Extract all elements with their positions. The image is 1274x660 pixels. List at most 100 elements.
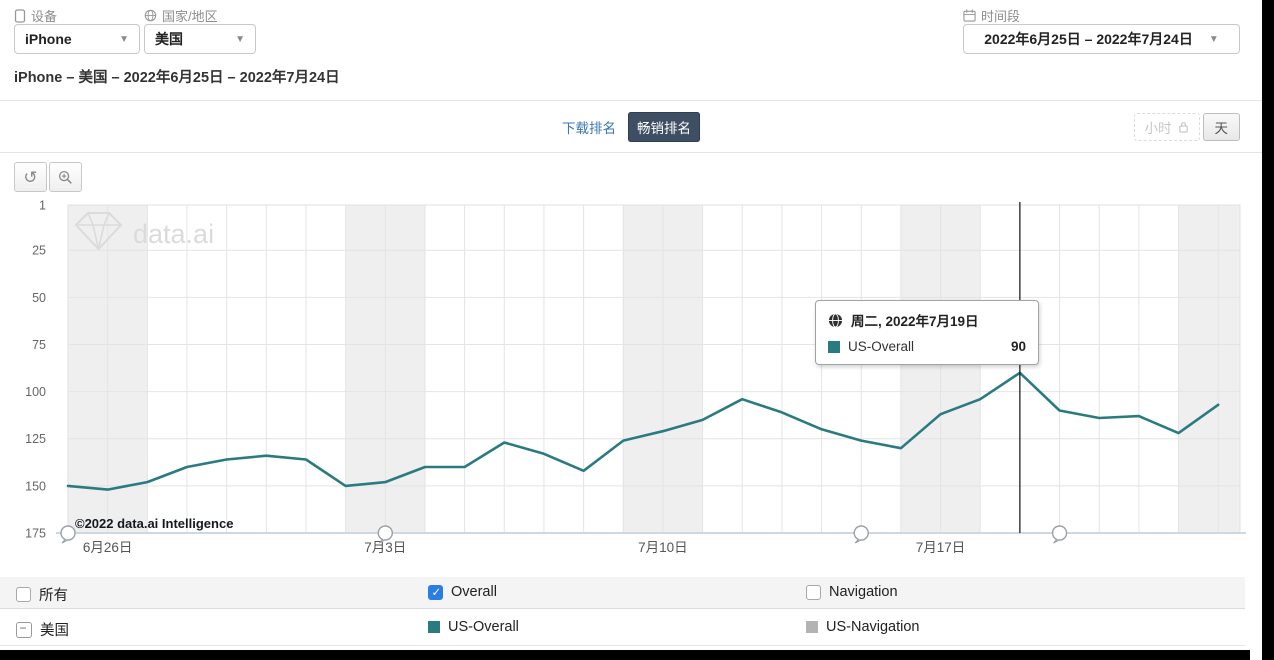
- legend-series-us-navigation[interactable]: US-Navigation: [806, 619, 920, 635]
- series-swatch-us-navigation: [806, 621, 818, 633]
- checkbox-all[interactable]: [16, 587, 31, 602]
- page-title: iPhone – 美国 – 2022年6月25日 – 2022年7月24日: [14, 70, 340, 86]
- weekend-band: [385, 205, 425, 533]
- tooltip-series-value: 90: [1010, 339, 1026, 354]
- legend-series-label-us-navigation: US-Navigation: [826, 619, 920, 635]
- weekend-band: [623, 205, 663, 533]
- legend-filter-row-background: [0, 577, 1245, 608]
- device-icon: [14, 8, 26, 23]
- period-filter-label-text: 时间段: [981, 9, 1021, 24]
- reset-zoom-button[interactable]: ↺: [14, 162, 47, 192]
- legend-checkbox-navigation[interactable]: Navigation: [806, 584, 898, 600]
- divider: [0, 608, 1245, 609]
- dataai-watermark: data.ai: [74, 212, 214, 251]
- legend-series-label-us-overall: US-Overall: [448, 619, 519, 635]
- event-marker-tail: [61, 538, 68, 544]
- weekend-band: [1218, 205, 1240, 533]
- hour-button-label: 小时: [1144, 121, 1172, 136]
- dataai-gem-logo-icon: [74, 212, 123, 251]
- y-axis-tick-label: 50: [32, 291, 46, 305]
- legend-label-all: 所有: [39, 588, 68, 604]
- weekend-band: [662, 205, 703, 533]
- tooltip-date: 周二, 2022年7月19日: [851, 314, 979, 329]
- weekend-band: [940, 205, 981, 533]
- tab-grossing-rank[interactable]: 畅销排名: [628, 112, 700, 142]
- window-chrome-right-strip: [1262, 0, 1274, 660]
- weekend-band: [345, 205, 386, 533]
- device-filter-label: 设备: [14, 6, 57, 25]
- x-axis-tick-label: 7月10日: [638, 540, 688, 555]
- checkbox-navigation[interactable]: [806, 584, 821, 600]
- event-marker[interactable]: [1051, 525, 1068, 541]
- tab-download-rank[interactable]: 下载排名: [562, 121, 616, 136]
- legend-checkbox-overall[interactable]: Overall: [428, 584, 497, 600]
- globe-icon: [828, 312, 843, 328]
- tooltip-date-row: 周二, 2022年7月19日: [828, 310, 1026, 330]
- dataai-watermark-text: data.ai: [133, 219, 214, 249]
- hour-button[interactable]: 小时: [1133, 113, 1200, 141]
- chart-tooltip: 周二, 2022年7月19日 US-Overall 90: [815, 300, 1039, 365]
- chevron-down-icon: ▼: [119, 33, 129, 45]
- weekend-band: [900, 205, 941, 533]
- divider: [0, 152, 1262, 153]
- divider: [0, 100, 1262, 101]
- weekend-band: [107, 205, 148, 533]
- weekend-band: [1178, 205, 1219, 533]
- globe-icon: [144, 9, 157, 22]
- device-dropdown-value: iPhone: [25, 31, 72, 47]
- checkbox-overall[interactable]: [428, 584, 443, 600]
- y-axis-tick-label: 125: [25, 432, 46, 446]
- period-filter-label: 时间段: [963, 6, 1020, 25]
- tooltip-series-name: US-Overall: [848, 339, 915, 354]
- zoom-in-button[interactable]: [49, 162, 82, 192]
- chevron-down-icon: ▼: [235, 33, 245, 45]
- legend-label-navigation: Navigation: [829, 584, 898, 600]
- legend-label-overall: Overall: [451, 584, 497, 600]
- rank-type-tabbar: 下载排名 畅销排名: [0, 108, 1262, 146]
- event-marker-tail: [854, 538, 862, 544]
- magnifier-plus-icon: [58, 170, 72, 184]
- y-axis-tick-label: 100: [25, 385, 46, 399]
- event-marker-tail: [1053, 538, 1060, 544]
- country-dropdown-value: 美国: [155, 31, 183, 47]
- reset-zoom-icon: ↺: [23, 167, 38, 187]
- granularity-toggle: 小时 天: [1133, 113, 1240, 141]
- y-axis-tick-label: 75: [32, 338, 46, 352]
- y-axis-tick-label: 175: [25, 527, 46, 541]
- tooltip-series-swatch: [828, 340, 840, 353]
- period-dropdown[interactable]: 2022年6月25日 – 2022年7月24日 ▼: [963, 24, 1240, 54]
- country-dropdown[interactable]: 美国 ▼: [144, 24, 256, 54]
- x-axis-tick-label: 6月26日: [83, 540, 133, 555]
- lock-icon: [1178, 122, 1188, 133]
- event-marker[interactable]: [60, 525, 76, 541]
- device-dropdown[interactable]: iPhone ▼: [14, 24, 140, 54]
- period-dropdown-value: 2022年6月25日 – 2022年7月24日: [984, 31, 1193, 47]
- legend-country-row[interactable]: 美国: [16, 619, 69, 640]
- rank-line-us-overall[interactable]: [66, 371, 1220, 491]
- x-axis-tick-label: 7月3日: [364, 540, 406, 555]
- divider: [0, 645, 1245, 646]
- chevron-down-icon: ▼: [1208, 33, 1219, 45]
- device-filter-label-text: 设备: [31, 9, 58, 24]
- legend-checkbox-all[interactable]: 所有: [16, 584, 68, 605]
- legend-series-us-overall[interactable]: US-Overall: [428, 619, 519, 635]
- y-axis-tick-label: 150: [25, 479, 46, 493]
- event-marker-tail: [378, 538, 386, 544]
- window-chrome-bottom-strip: [0, 650, 1250, 660]
- y-axis-tick-label: 1: [39, 199, 46, 213]
- tooltip-series-row: US-Overall 90: [828, 339, 1026, 354]
- series-swatch-us-overall: [428, 621, 440, 633]
- event-marker[interactable]: [377, 525, 393, 541]
- collapse-minus-icon[interactable]: [16, 621, 32, 638]
- country-filter-label-text: 国家/地区: [162, 9, 218, 24]
- copyright-text: ©2022 data.ai Intelligence: [75, 516, 233, 531]
- day-button-label: 天: [1214, 121, 1229, 136]
- day-button[interactable]: 天: [1202, 113, 1240, 141]
- event-marker[interactable]: [853, 525, 869, 541]
- weekend-band: [68, 205, 108, 533]
- y-axis-tick-label: 25: [32, 244, 46, 258]
- legend-country-label: 美国: [40, 623, 69, 639]
- rank-chart[interactable]: 1 25 50 75 100 125 150 175 6月26日 7月3日 7月10日 7月17日 d…: [0, 198, 1250, 570]
- country-filter-label: 国家/地区: [144, 6, 218, 25]
